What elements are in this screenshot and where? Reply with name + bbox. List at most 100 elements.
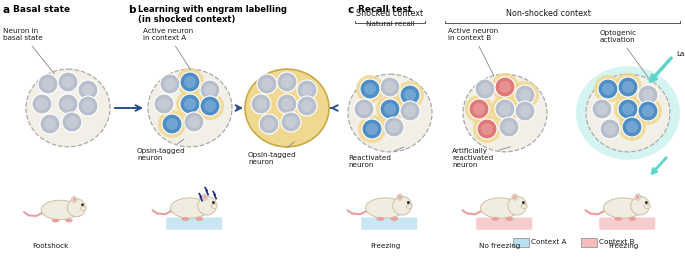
Ellipse shape bbox=[603, 198, 643, 218]
Circle shape bbox=[622, 103, 634, 115]
Circle shape bbox=[184, 76, 196, 88]
Circle shape bbox=[475, 79, 495, 99]
Circle shape bbox=[154, 94, 174, 114]
Circle shape bbox=[198, 196, 216, 215]
Circle shape bbox=[511, 81, 539, 109]
Circle shape bbox=[477, 119, 497, 139]
Text: Footshock: Footshock bbox=[32, 243, 68, 249]
Circle shape bbox=[255, 98, 267, 110]
Circle shape bbox=[638, 101, 658, 121]
Circle shape bbox=[396, 81, 424, 109]
Circle shape bbox=[380, 99, 400, 119]
Text: Reactivated
neuron: Reactivated neuron bbox=[348, 147, 403, 168]
Circle shape bbox=[62, 112, 82, 132]
Circle shape bbox=[176, 90, 204, 118]
Circle shape bbox=[522, 201, 525, 204]
Circle shape bbox=[32, 94, 52, 114]
Circle shape bbox=[354, 99, 374, 119]
Ellipse shape bbox=[390, 217, 398, 221]
Ellipse shape bbox=[628, 217, 636, 221]
Ellipse shape bbox=[491, 217, 499, 221]
Circle shape bbox=[473, 115, 501, 143]
Circle shape bbox=[495, 77, 515, 97]
Circle shape bbox=[36, 98, 48, 110]
Text: Context B: Context B bbox=[599, 239, 634, 245]
Circle shape bbox=[164, 78, 176, 90]
Text: Natural recall: Natural recall bbox=[366, 21, 414, 27]
Circle shape bbox=[384, 81, 396, 93]
Circle shape bbox=[257, 74, 277, 94]
Circle shape bbox=[519, 89, 531, 101]
Ellipse shape bbox=[171, 198, 210, 218]
Circle shape bbox=[622, 117, 642, 137]
Text: Laser: Laser bbox=[676, 51, 685, 57]
Circle shape bbox=[618, 99, 638, 119]
Circle shape bbox=[297, 80, 317, 100]
Circle shape bbox=[212, 201, 215, 204]
Circle shape bbox=[82, 100, 94, 112]
Text: Recall test: Recall test bbox=[358, 5, 412, 14]
Text: Basal state: Basal state bbox=[13, 5, 70, 14]
Text: Active neuron
in context B: Active neuron in context B bbox=[448, 28, 498, 75]
Ellipse shape bbox=[614, 217, 622, 221]
Circle shape bbox=[499, 117, 519, 137]
FancyBboxPatch shape bbox=[476, 217, 532, 230]
Circle shape bbox=[78, 80, 98, 100]
Text: Artificially
reactivated
neuron: Artificially reactivated neuron bbox=[452, 147, 510, 168]
Text: Context A: Context A bbox=[531, 239, 566, 245]
Text: Non-shocked context: Non-shocked context bbox=[506, 9, 590, 18]
Circle shape bbox=[40, 114, 60, 134]
Circle shape bbox=[499, 103, 511, 115]
Circle shape bbox=[362, 119, 382, 139]
Text: No freezing: No freezing bbox=[479, 243, 521, 249]
Circle shape bbox=[82, 84, 94, 96]
Circle shape bbox=[400, 101, 420, 121]
Circle shape bbox=[158, 110, 186, 138]
Circle shape bbox=[184, 112, 204, 132]
Ellipse shape bbox=[463, 74, 547, 152]
Circle shape bbox=[495, 99, 515, 119]
Ellipse shape bbox=[41, 200, 79, 220]
Circle shape bbox=[42, 78, 54, 90]
Text: Optogenic
activation: Optogenic activation bbox=[600, 30, 649, 78]
Circle shape bbox=[358, 103, 370, 115]
Ellipse shape bbox=[65, 219, 73, 222]
Circle shape bbox=[66, 116, 78, 128]
Circle shape bbox=[604, 123, 616, 135]
Circle shape bbox=[596, 103, 608, 115]
Circle shape bbox=[642, 89, 654, 101]
Ellipse shape bbox=[512, 194, 518, 200]
Circle shape bbox=[469, 99, 489, 119]
Circle shape bbox=[281, 98, 293, 110]
Circle shape bbox=[519, 105, 531, 117]
Circle shape bbox=[204, 100, 216, 112]
Circle shape bbox=[499, 81, 511, 93]
Circle shape bbox=[277, 94, 297, 114]
Circle shape bbox=[301, 100, 313, 112]
Circle shape bbox=[638, 85, 658, 105]
Ellipse shape bbox=[72, 196, 77, 203]
Text: Opsin-tagged
neuron: Opsin-tagged neuron bbox=[137, 140, 186, 161]
Circle shape bbox=[614, 95, 642, 123]
Ellipse shape bbox=[182, 217, 189, 221]
Text: Learning with engram labelling
(in shocked context): Learning with engram labelling (in shock… bbox=[138, 5, 287, 24]
Circle shape bbox=[158, 98, 170, 110]
Circle shape bbox=[166, 118, 178, 130]
Ellipse shape bbox=[576, 66, 680, 160]
Circle shape bbox=[68, 199, 86, 217]
Circle shape bbox=[645, 201, 648, 204]
Circle shape bbox=[364, 83, 376, 95]
Text: Opsin-tagged
neuron: Opsin-tagged neuron bbox=[248, 142, 297, 165]
Ellipse shape bbox=[480, 198, 519, 218]
Circle shape bbox=[62, 76, 74, 88]
Ellipse shape bbox=[202, 194, 208, 200]
Circle shape bbox=[400, 85, 420, 105]
Circle shape bbox=[78, 96, 98, 116]
FancyBboxPatch shape bbox=[166, 217, 222, 230]
Ellipse shape bbox=[52, 219, 59, 222]
Circle shape bbox=[366, 123, 378, 135]
Ellipse shape bbox=[245, 69, 329, 147]
Circle shape bbox=[631, 196, 649, 215]
Circle shape bbox=[376, 95, 404, 123]
Circle shape bbox=[281, 76, 293, 88]
